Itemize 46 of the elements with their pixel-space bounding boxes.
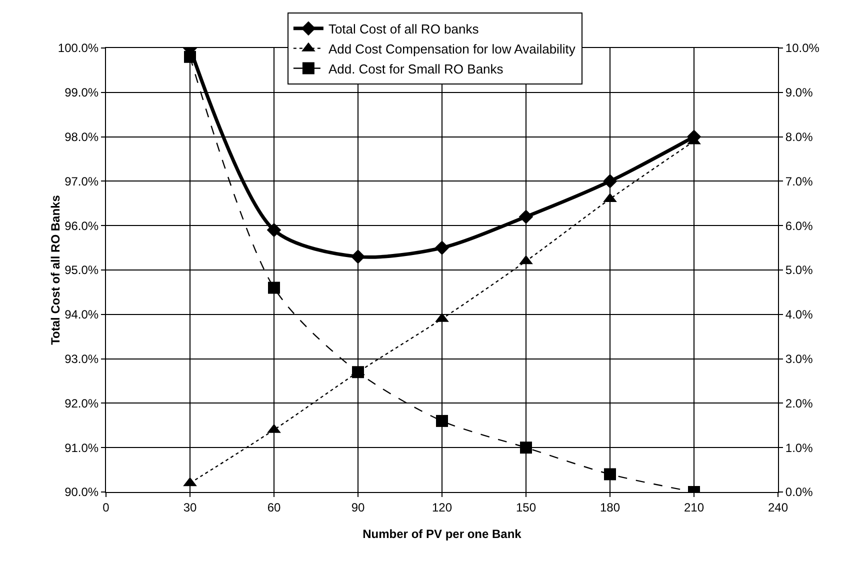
point: [604, 468, 616, 480]
point: [268, 282, 280, 294]
point: [266, 222, 282, 238]
y-tick-label: 92.0%: [64, 396, 99, 410]
y2-tick-label: 2.0%: [785, 396, 814, 410]
legend-label: Add. Cost for Small RO Banks: [328, 61, 504, 76]
y2-tick-label: 7.0%: [785, 174, 814, 188]
y2-tick-label: 0.0%: [785, 485, 814, 500]
y-tick-label: 91.0%: [64, 440, 99, 455]
point: [518, 210, 534, 224]
y-tick-label: 99.0%: [64, 86, 99, 100]
y2-tick-label: 8.0%: [785, 130, 814, 144]
y-tick-label: 96.0%: [64, 218, 99, 233]
point: [602, 174, 618, 188]
y-tick-label: 95.0%: [64, 263, 99, 278]
x-tick-label: 180: [600, 500, 620, 514]
point: [520, 442, 532, 454]
y-tick-label: 90.0%: [64, 485, 99, 500]
x-tick-label: 120: [432, 500, 452, 514]
legend-label: Total Cost of all RO banks: [328, 22, 480, 36]
y2-tick-label: 4.0%: [785, 308, 814, 322]
y2-tick-label: 10.0%: [785, 41, 820, 56]
point: [436, 414, 448, 427]
y-axis-title: Total Cost of all RO Banks: [48, 194, 63, 345]
point: [184, 50, 196, 63]
x-tick-label: 60: [267, 500, 281, 514]
point: [350, 250, 366, 264]
x-tick-label: 0: [102, 500, 110, 514]
x-tick-label: 90: [351, 500, 365, 514]
point: [434, 240, 450, 255]
y-tick-label: 93.0%: [64, 352, 99, 366]
x-tick-label: 240: [768, 500, 788, 514]
y2-tick-label: 6.0%: [785, 218, 814, 233]
x-tick-label: 150: [516, 500, 536, 514]
y2-tick-label: 9.0%: [785, 86, 814, 100]
y2-tick-label: 3.0%: [785, 352, 814, 366]
x-axis-title: Number of PV per one Bank: [362, 527, 522, 541]
y-tick-label: 100.0%: [58, 41, 99, 56]
y2-tick-label: 1.0%: [785, 440, 814, 455]
y-tick-label: 94.0%: [64, 308, 99, 322]
y-tick-label: 97.0%: [64, 174, 99, 188]
x-tick-label: 210: [684, 500, 704, 514]
legend-label: Add Cost Compensation for low Availability: [328, 41, 576, 56]
y2-tick-label: 5.0%: [785, 263, 814, 278]
x-tick-label: 30: [183, 500, 197, 514]
y-tick-label: 98.0%: [64, 130, 99, 144]
